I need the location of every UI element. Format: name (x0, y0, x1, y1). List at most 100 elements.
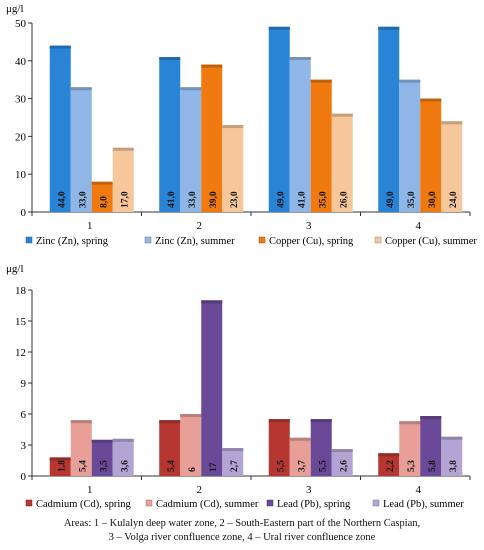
caption-line-2: 3 – Volga river confluence zone, 4 – Ura… (108, 532, 376, 543)
bar-top-edge (268, 26, 290, 30)
bar (70, 420, 92, 476)
y-tick-label: 6 (21, 409, 27, 421)
bar (159, 57, 181, 212)
bar-top-edge (420, 416, 442, 420)
data-label: 2,2 (386, 460, 396, 472)
bar-top-edge (180, 414, 202, 417)
data-label: 2,6 (339, 460, 349, 472)
bar-top-edge (378, 26, 400, 30)
bar-top-edge (70, 420, 92, 424)
bar-top-edge (222, 125, 244, 129)
legend-swatch (266, 499, 274, 507)
legend-swatch (25, 236, 33, 244)
x-tick-label: 4 (416, 220, 422, 232)
y-tick-label: 20 (15, 131, 27, 143)
chart-2: μg/l 0 3 6 9 12 15 18 1 1,8 5,4 3,5 3,6 2 5,4 6 17 2,7 3 5,… (6, 263, 471, 510)
legend-swatch (374, 236, 382, 244)
legend-label: Copper (Cu), spring (269, 236, 354, 247)
bar-top-edge (441, 121, 463, 125)
y-tick-label: 40 (15, 56, 27, 68)
legend-swatch (258, 236, 266, 244)
bar-top-edge (159, 420, 181, 424)
data-label: 3,7 (297, 460, 307, 472)
y-axis-label: μg/l (6, 263, 24, 275)
data-label: 26,0 (339, 191, 349, 208)
bar-top-edge (268, 419, 290, 423)
legend-label: Zinc (Zn), summer (155, 236, 235, 247)
areas-caption: Areas: 1 – Kulalyn deep water zone, 2 – … (0, 517, 484, 545)
bar-top-edge (70, 87, 92, 91)
y-tick-label: 18 (15, 285, 27, 297)
bar (378, 453, 400, 476)
bar-top-edge (378, 453, 400, 457)
data-label: 5,5 (276, 460, 286, 472)
bar-top-edge (201, 64, 223, 68)
data-label: 41,0 (167, 191, 177, 208)
bar (201, 300, 223, 476)
y-tick-label: 12 (15, 347, 26, 359)
data-label: 44,0 (57, 191, 67, 208)
bar (268, 419, 290, 476)
bar-top-edge (49, 45, 71, 49)
caption-line-1: Areas: 1 – Kulalyn deep water zone, 2 – … (63, 518, 421, 529)
legend-swatch (372, 499, 380, 507)
legend-swatch (144, 236, 152, 244)
x-tick-label: 4 (416, 484, 422, 496)
bar (289, 437, 311, 476)
data-label: 49,0 (386, 191, 396, 208)
y-tick-label: 10 (15, 169, 27, 181)
data-label: 3,6 (120, 460, 130, 472)
y-tick-label: 3 (21, 440, 27, 452)
legend-swatch (25, 499, 33, 507)
bar-top-edge (159, 57, 181, 61)
x-tick-label: 3 (306, 220, 312, 232)
data-label: 39,0 (209, 191, 219, 208)
y-tick-label: 0 (21, 207, 27, 219)
bar (441, 436, 463, 476)
bar (70, 87, 92, 212)
bar (310, 79, 332, 212)
bar-top-edge (331, 449, 353, 453)
bar (331, 449, 353, 476)
bar (222, 448, 244, 476)
legend-label: Lead (Pb), spring (277, 499, 351, 510)
legend-label: Lead (Pb), summer (383, 499, 464, 510)
legend-label: Copper (Cu), summer (385, 236, 477, 247)
data-label: 24,0 (449, 191, 459, 208)
data-label: 33,0 (78, 191, 88, 208)
bar-top-edge (91, 181, 113, 185)
chart-1: μg/l 0 10 20 30 40 50 1 44,0 33,0 8,0 17,0 2 41,0 33,0… (6, 3, 477, 247)
bar (222, 125, 244, 212)
data-label: 2,7 (230, 460, 240, 472)
bar (180, 87, 202, 212)
bar (331, 113, 353, 212)
data-label: 6 (188, 467, 198, 472)
bar-top-edge (399, 421, 421, 425)
bar (289, 57, 311, 212)
data-label: 17 (209, 462, 219, 472)
legend-label: Cadmium (Cd), spring (36, 499, 132, 510)
data-label: 33,0 (188, 191, 198, 208)
bar-top-edge (222, 448, 244, 452)
data-label: 41,0 (297, 191, 307, 208)
bar-top-edge (441, 436, 463, 440)
data-label: 35,0 (407, 191, 417, 208)
bar-top-edge (91, 439, 113, 443)
bar-top-edge (49, 457, 71, 461)
bar (378, 26, 400, 213)
bar (49, 457, 71, 476)
data-label: 30,0 (428, 191, 438, 208)
bar (91, 181, 113, 212)
bar-top-edge (112, 438, 134, 442)
data-label: 3,8 (449, 460, 459, 472)
x-tick-label: 1 (87, 484, 93, 496)
bar-top-edge (289, 57, 311, 61)
bar (91, 439, 113, 476)
bar (49, 45, 71, 213)
bar (112, 438, 134, 476)
bar (399, 421, 421, 476)
bar (268, 26, 290, 213)
bar (441, 121, 463, 212)
legend-label: Cadmium (Cd), summer (156, 499, 259, 510)
